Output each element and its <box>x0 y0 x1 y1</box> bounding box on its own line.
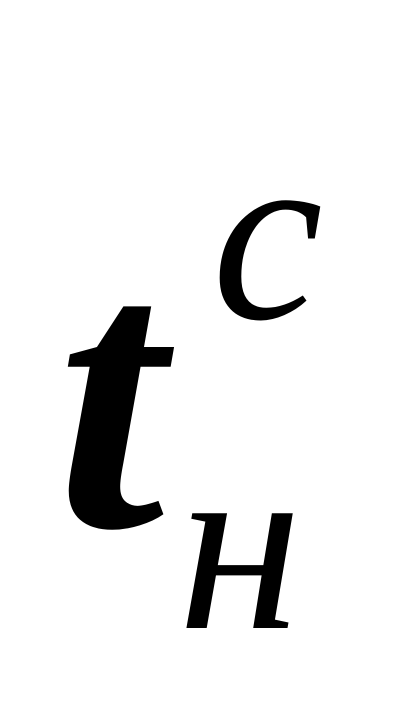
formula-subscript: н <box>178 406 303 683</box>
formula-superscript: c <box>212 96 323 373</box>
formula-base-variable: t <box>56 179 165 611</box>
